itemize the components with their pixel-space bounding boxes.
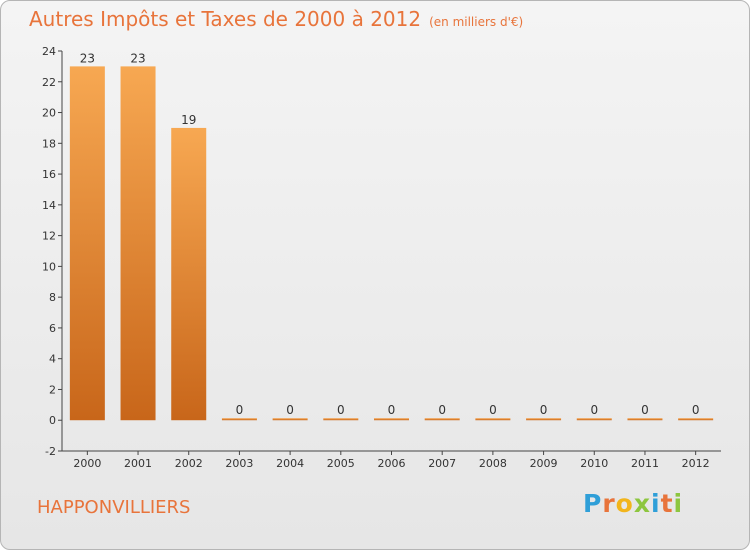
y-tick-label: 16 <box>42 168 56 181</box>
bar <box>576 418 612 421</box>
bar <box>221 418 257 421</box>
x-tick-label: 2004 <box>276 457 304 470</box>
bar <box>272 418 308 421</box>
bar <box>678 418 714 421</box>
data-label: 0 <box>337 403 345 417</box>
y-tick-label: 18 <box>42 137 56 150</box>
bar <box>69 66 105 421</box>
bar <box>171 127 207 421</box>
logo-letter: i <box>651 489 661 518</box>
y-tick-label: 10 <box>42 260 56 273</box>
y-tick-label: 0 <box>49 414 56 427</box>
bar <box>120 66 156 421</box>
data-label: 0 <box>590 403 598 417</box>
x-tick-label: 2006 <box>378 457 406 470</box>
bar <box>627 418 663 421</box>
x-tick-label: 2007 <box>428 457 456 470</box>
data-label: 0 <box>540 403 548 417</box>
y-tick-label: 6 <box>49 322 56 335</box>
data-label: 19 <box>181 113 196 127</box>
bar <box>374 418 409 421</box>
chart-unit: (en milliers d'€) <box>429 15 524 29</box>
data-label: 23 <box>80 51 95 65</box>
chart-title: Autres Impôts et Taxes de 2000 à 2012 (en… <box>29 7 523 31</box>
commune-name: HAPPONVILLIERS <box>37 497 191 518</box>
data-label: 0 <box>438 403 446 417</box>
labels: 23 23 19 0 0 0 0 0 0 0 0 0 0 <box>80 51 700 417</box>
bar <box>424 418 460 421</box>
x-tick-label: 2010 <box>580 457 608 470</box>
logo-letter: r <box>602 489 616 518</box>
x-tick-label: 2000 <box>73 457 101 470</box>
data-label: 0 <box>286 403 294 417</box>
x-tick-label: 2008 <box>479 457 507 470</box>
y-tick-label: 24 <box>42 45 56 58</box>
bar <box>475 418 511 421</box>
y-tick-label: -2 <box>45 445 56 458</box>
logo-letter: i <box>673 489 684 518</box>
logo-letter: P <box>583 489 603 518</box>
data-label: 0 <box>388 403 396 417</box>
data-label: 0 <box>692 403 700 417</box>
bar <box>526 418 562 421</box>
x-tick-label: 2009 <box>530 457 558 470</box>
x-tick-label: 2002 <box>175 457 203 470</box>
logo-letter: o <box>615 489 634 518</box>
bar <box>323 418 359 421</box>
x-tick-label: 2003 <box>225 457 253 470</box>
proxiti-logo: Proxiti <box>583 489 683 518</box>
logo-letter: t <box>660 489 674 518</box>
chart-title-text: Autres Impôts et Taxes de 2000 à 2012 <box>29 7 422 31</box>
x-tick-label: 2012 <box>682 457 710 470</box>
x-tick-label: 2001 <box>124 457 152 470</box>
data-label: 0 <box>489 403 497 417</box>
x-tick-label: 2005 <box>327 457 355 470</box>
y-tick-label: 4 <box>49 353 56 366</box>
data-label: 0 <box>641 403 649 417</box>
bars <box>69 66 714 421</box>
data-label: 23 <box>130 51 145 65</box>
x-tick-label: 2011 <box>631 457 659 470</box>
logo-letter: x <box>633 489 651 518</box>
y-tick-label: 12 <box>42 230 56 243</box>
y-tick-label: 22 <box>42 76 56 89</box>
y-tick-label: 8 <box>49 291 56 304</box>
data-label: 0 <box>236 403 244 417</box>
y-tick-label: 20 <box>42 107 56 120</box>
y-tick-label: 2 <box>49 383 56 396</box>
y-tick-label: 14 <box>42 199 56 212</box>
